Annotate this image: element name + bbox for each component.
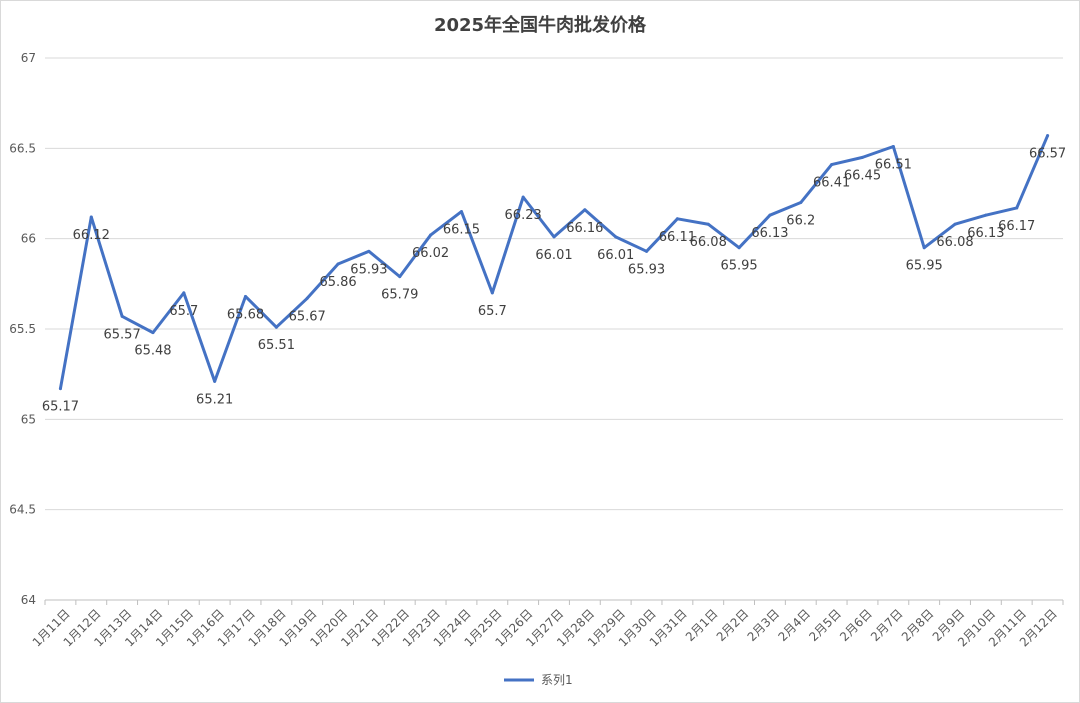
grid-lines (45, 57, 1063, 601)
data-point (151, 331, 155, 335)
data-label: 65.51 (258, 338, 295, 353)
data-label: 66.45 (844, 168, 881, 183)
data-label: 66.57 (1029, 147, 1066, 162)
data-label: 65.7 (478, 304, 507, 319)
data-point (984, 213, 988, 217)
legend: 系列1 (504, 673, 573, 687)
data-point (429, 233, 433, 237)
data-label: 66.02 (412, 246, 449, 261)
data-point (120, 314, 124, 318)
data-point (459, 210, 463, 214)
x-tick-label: 2月6日 (837, 606, 875, 644)
legend-label: 系列1 (541, 673, 573, 687)
data-point (583, 208, 587, 212)
data-label: 66.15 (443, 223, 480, 238)
data-point (182, 291, 186, 295)
y-tick-label: 65.5 (9, 322, 36, 336)
y-axis: 64 64.5 65 65.5 66 66.5 67 (9, 51, 36, 607)
data-label: 66.13 (967, 226, 1004, 241)
data-point (213, 379, 217, 383)
data-label: 66.2 (786, 214, 815, 229)
data-label: 66.41 (813, 176, 850, 191)
y-tick-label: 66 (21, 232, 36, 246)
data-point (768, 213, 772, 217)
data-label: 66.08 (690, 235, 727, 250)
x-axis: 1月11日1月12日1月13日1月14日1月15日1月16日1月17日1月18日… (30, 600, 1064, 650)
series-group (58, 134, 1050, 391)
y-tick-label: 64.5 (9, 503, 36, 517)
data-label: 66.11 (659, 230, 696, 245)
data-point (922, 246, 926, 250)
x-tick-label: 2月7日 (868, 606, 906, 644)
data-point (614, 235, 618, 239)
data-point (274, 325, 278, 329)
data-label: 65.67 (289, 309, 326, 324)
data-label: 65.79 (381, 288, 418, 303)
data-label: 65.48 (134, 344, 171, 359)
data-point (305, 296, 309, 300)
y-tick-label: 66.5 (9, 141, 36, 155)
data-label: 65.7 (169, 304, 198, 319)
data-label: 65.21 (196, 392, 233, 407)
data-point (89, 215, 93, 219)
x-tick-label: 2月4日 (775, 606, 813, 644)
data-point (675, 217, 679, 221)
data-point (891, 145, 895, 149)
data-label: 66.16 (566, 221, 603, 236)
data-point (490, 291, 494, 295)
x-tick-label: 2月8日 (899, 606, 937, 644)
data-label: 66.08 (936, 235, 973, 250)
data-label: 65.17 (42, 400, 79, 415)
x-tick-label: 2月3日 (745, 606, 783, 644)
data-label: 65.95 (906, 259, 943, 274)
y-tick-label: 64 (21, 593, 36, 607)
data-point (706, 222, 710, 226)
data-label: 66.13 (751, 226, 788, 241)
data-point (244, 294, 248, 298)
data-point (737, 246, 741, 250)
data-label: 65.93 (628, 262, 665, 277)
data-label: 66.17 (998, 219, 1035, 234)
data-label: 65.68 (227, 307, 264, 322)
data-label: 66.51 (875, 158, 912, 173)
data-point (830, 163, 834, 167)
x-tick-label: 2月5日 (806, 606, 844, 644)
data-label: 65.93 (350, 262, 387, 277)
data-label: 66.01 (535, 248, 572, 263)
data-label: 66.01 (597, 248, 634, 263)
data-point (398, 275, 402, 279)
data-point (860, 155, 864, 159)
data-point (953, 222, 957, 226)
data-point (58, 387, 62, 391)
data-point (1046, 134, 1050, 138)
data-labels: 65.17 66.12 65.57 65.48 65.7 65.21 65.68 65.51 6… (42, 147, 1066, 415)
data-point (336, 262, 340, 266)
data-point (552, 235, 556, 239)
x-tick-label: 2月1日 (683, 606, 721, 644)
data-point (367, 249, 371, 253)
data-point (645, 249, 649, 253)
data-label: 65.95 (720, 259, 757, 274)
data-point (799, 201, 803, 205)
data-point (521, 195, 525, 199)
data-label: 65.86 (319, 275, 356, 290)
y-tick-label: 67 (21, 51, 36, 65)
data-point (1015, 206, 1019, 210)
x-tick-label: 2月2日 (714, 606, 752, 644)
data-label: 66.23 (505, 208, 542, 223)
y-tick-label: 65 (21, 412, 36, 426)
data-label: 65.57 (104, 327, 141, 342)
chart-title: 2025年全国牛肉批发价格 (434, 14, 647, 36)
data-label: 66.12 (73, 228, 110, 243)
